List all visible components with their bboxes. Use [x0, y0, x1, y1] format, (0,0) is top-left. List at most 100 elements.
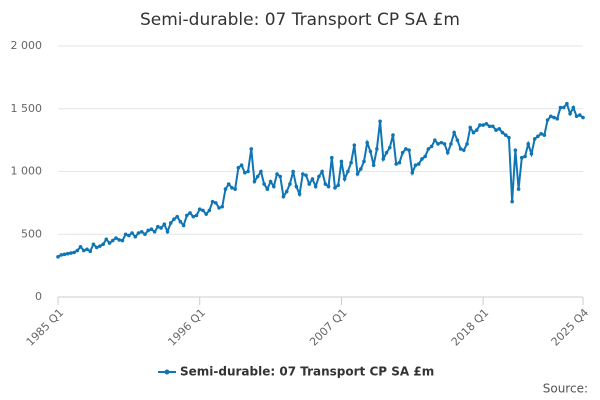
point	[503, 133, 508, 137]
point	[146, 228, 150, 233]
point	[104, 237, 109, 242]
point	[65, 251, 70, 256]
point	[243, 170, 247, 175]
point	[387, 145, 392, 150]
point	[358, 167, 363, 171]
point	[439, 140, 444, 145]
point	[69, 251, 73, 255]
point	[468, 125, 473, 130]
point	[465, 142, 469, 146]
point	[481, 123, 485, 127]
point	[207, 208, 212, 213]
point	[275, 172, 279, 176]
point	[98, 244, 102, 248]
point	[281, 194, 286, 199]
point	[220, 204, 225, 209]
point	[304, 173, 308, 178]
point	[114, 236, 118, 240]
point	[226, 182, 231, 186]
point	[59, 253, 64, 257]
point	[317, 174, 321, 179]
point	[117, 238, 121, 242]
point	[101, 242, 105, 247]
point	[152, 229, 157, 234]
point	[307, 182, 312, 186]
point	[204, 212, 208, 216]
point	[507, 135, 511, 140]
chart-title: Semi-durable: 07 Transport CP SA £m	[140, 10, 460, 30]
point	[391, 133, 395, 137]
point	[394, 162, 398, 166]
point	[78, 245, 83, 249]
point	[310, 177, 315, 181]
point	[246, 169, 250, 174]
y-tick-label: 500	[21, 227, 42, 240]
point	[420, 157, 424, 161]
x-tick-label: 1985 Q1	[24, 306, 67, 349]
point	[336, 183, 341, 188]
point	[568, 111, 572, 116]
point	[130, 231, 134, 235]
point	[120, 238, 125, 243]
point	[133, 234, 138, 239]
point	[462, 148, 466, 152]
point	[513, 148, 518, 152]
point	[94, 245, 99, 250]
x-tick-label: 2025 Q4	[549, 306, 592, 349]
point	[72, 250, 76, 255]
point	[362, 159, 366, 164]
point	[191, 214, 196, 219]
point	[558, 105, 563, 110]
point	[371, 163, 376, 168]
point	[342, 177, 347, 181]
point	[491, 124, 495, 129]
point	[230, 186, 234, 190]
point	[436, 142, 440, 146]
y-tick-label: 0	[35, 290, 42, 303]
point	[536, 134, 540, 139]
point	[268, 179, 273, 184]
point	[320, 169, 324, 174]
point	[284, 189, 289, 194]
point	[349, 160, 353, 165]
point	[484, 122, 489, 126]
point	[326, 184, 331, 189]
point	[497, 127, 502, 131]
point	[433, 138, 437, 142]
point	[288, 182, 292, 186]
point	[262, 182, 266, 186]
point	[239, 163, 244, 168]
point	[313, 184, 318, 189]
point	[333, 186, 337, 190]
point	[194, 213, 199, 218]
point	[88, 249, 93, 253]
y-tick-label: 2 000	[11, 39, 43, 52]
point	[552, 115, 556, 120]
point	[478, 123, 482, 127]
point	[214, 201, 218, 205]
point	[168, 221, 173, 225]
point	[548, 114, 553, 119]
point	[410, 170, 415, 175]
point	[110, 238, 115, 243]
point	[223, 187, 228, 191]
point	[143, 232, 147, 237]
point	[494, 128, 498, 132]
point	[323, 182, 328, 186]
point	[149, 227, 154, 232]
point	[545, 118, 550, 122]
point	[265, 187, 270, 191]
point	[56, 255, 60, 259]
point	[381, 157, 386, 161]
point	[397, 160, 402, 165]
point	[445, 150, 450, 155]
x-tick-label: 2018 Q1	[449, 306, 492, 349]
point	[139, 229, 144, 234]
point	[255, 174, 260, 179]
point	[452, 130, 456, 135]
point	[520, 155, 524, 160]
point	[127, 233, 131, 238]
point	[378, 119, 382, 124]
point	[571, 105, 576, 110]
